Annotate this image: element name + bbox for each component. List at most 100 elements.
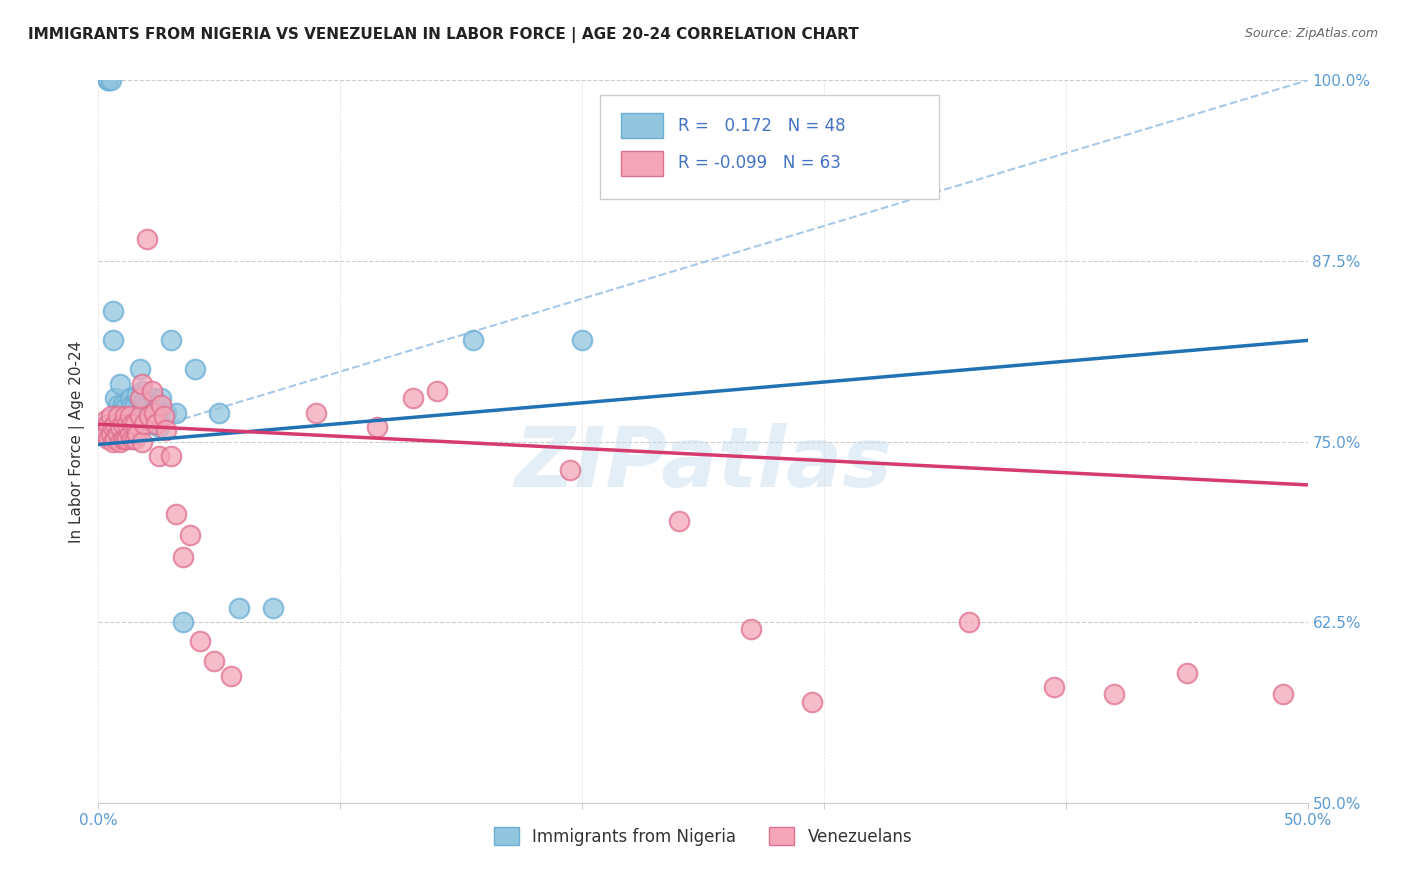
Point <box>121 398 143 412</box>
Point <box>128 391 150 405</box>
Point <box>134 406 156 420</box>
Point <box>160 334 183 348</box>
Point <box>117 417 139 432</box>
Point <box>118 391 141 405</box>
Point <box>1175 665 1198 680</box>
Point <box>366 420 388 434</box>
Point <box>155 423 177 437</box>
Point <box>107 409 129 423</box>
Point <box>124 417 146 432</box>
Point <box>101 420 124 434</box>
Point <box>94 427 117 442</box>
Point <box>141 384 163 398</box>
Point <box>558 463 581 477</box>
Point <box>221 668 243 682</box>
Point <box>104 391 127 405</box>
Point <box>800 695 823 709</box>
Point <box>128 362 150 376</box>
Point <box>204 654 226 668</box>
Point <box>463 334 485 348</box>
Point <box>90 427 112 442</box>
Point <box>138 409 160 423</box>
Point <box>1272 688 1295 702</box>
Point <box>150 398 173 412</box>
Point <box>135 398 157 412</box>
Point <box>100 427 122 442</box>
Point <box>97 73 120 87</box>
Point <box>148 420 170 434</box>
Point <box>141 417 163 432</box>
Point <box>118 427 141 442</box>
Point <box>208 406 231 420</box>
Point <box>165 406 187 420</box>
Point <box>100 73 122 87</box>
Point <box>145 398 167 412</box>
Point <box>135 232 157 246</box>
Point <box>121 409 143 423</box>
Point <box>91 420 114 434</box>
Point <box>111 420 134 434</box>
Point <box>111 417 134 432</box>
Point <box>1102 688 1125 702</box>
Point <box>108 434 131 449</box>
Point <box>740 623 762 637</box>
Point <box>148 449 170 463</box>
Point <box>91 420 114 434</box>
Point <box>134 394 156 409</box>
FancyBboxPatch shape <box>600 95 939 200</box>
Point <box>117 432 139 446</box>
Text: IMMIGRANTS FROM NIGERIA VS VENEZUELAN IN LABOR FORCE | AGE 20-24 CORRELATION CHA: IMMIGRANTS FROM NIGERIA VS VENEZUELAN IN… <box>28 27 859 43</box>
Point <box>138 406 160 420</box>
Point <box>107 427 129 442</box>
Point <box>104 417 127 432</box>
Point <box>100 409 122 423</box>
Point <box>118 406 141 420</box>
Point <box>402 391 425 405</box>
Text: ZIPatlas: ZIPatlas <box>515 423 891 504</box>
Point <box>131 434 153 449</box>
Legend: Immigrants from Nigeria, Venezuelans: Immigrants from Nigeria, Venezuelans <box>486 821 920 852</box>
Text: R = -0.099   N = 63: R = -0.099 N = 63 <box>678 154 841 172</box>
Point <box>179 528 201 542</box>
Point <box>127 409 149 423</box>
Point <box>124 420 146 434</box>
Point <box>107 398 129 412</box>
Point <box>94 413 117 427</box>
Point <box>104 420 127 434</box>
Point <box>118 409 141 423</box>
Point <box>172 615 194 630</box>
Point <box>131 376 153 391</box>
Point <box>426 384 449 398</box>
Point <box>127 427 149 442</box>
Point <box>114 401 136 416</box>
Point <box>143 391 166 405</box>
Point <box>97 432 120 446</box>
Point <box>108 376 131 391</box>
Point <box>127 388 149 402</box>
Point <box>114 413 136 427</box>
Point <box>152 409 174 423</box>
Point <box>121 432 143 446</box>
Point <box>104 432 127 446</box>
Point <box>101 334 124 348</box>
Point <box>124 398 146 412</box>
Point <box>160 449 183 463</box>
FancyBboxPatch shape <box>621 151 664 176</box>
Point <box>121 417 143 432</box>
Text: Source: ZipAtlas.com: Source: ZipAtlas.com <box>1244 27 1378 40</box>
Point <box>571 334 593 348</box>
Point <box>111 398 134 412</box>
Point <box>143 406 166 420</box>
FancyBboxPatch shape <box>621 113 664 138</box>
Point <box>188 634 211 648</box>
Point <box>1042 680 1064 694</box>
Point <box>131 384 153 398</box>
Point <box>145 417 167 432</box>
Point <box>97 417 120 432</box>
Point <box>262 600 284 615</box>
Point <box>108 420 131 434</box>
Point <box>101 434 124 449</box>
Point <box>165 507 187 521</box>
Point <box>114 409 136 423</box>
Point <box>155 406 177 420</box>
